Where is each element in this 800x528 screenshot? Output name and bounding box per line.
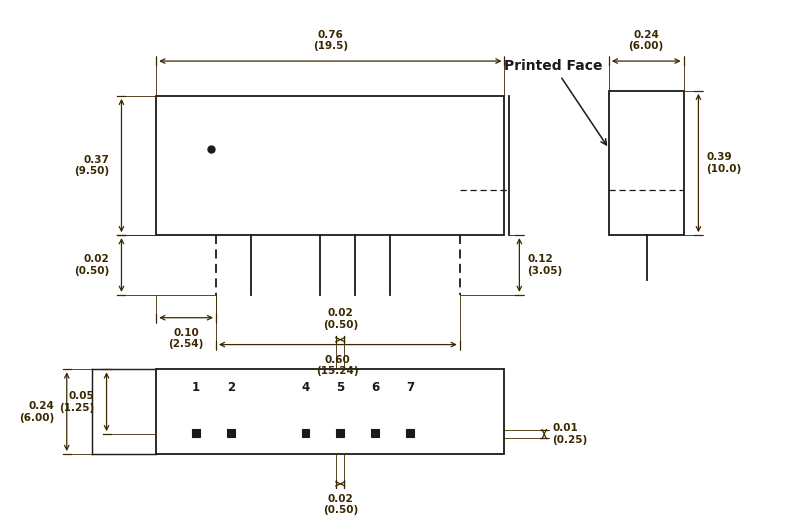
- Text: 0.60
(15.24): 0.60 (15.24): [317, 354, 359, 376]
- Text: 4: 4: [302, 381, 310, 394]
- Text: 7: 7: [406, 381, 414, 394]
- Bar: [371, 429, 379, 437]
- Text: 0.76
(19.5): 0.76 (19.5): [313, 30, 348, 51]
- Bar: [156, 96, 505, 235]
- Text: 1: 1: [192, 381, 200, 394]
- Text: 0.24
(6.00): 0.24 (6.00): [19, 401, 55, 422]
- Bar: [156, 370, 505, 454]
- Text: 0.10
(2.54): 0.10 (2.54): [169, 328, 204, 349]
- Text: 0.02
(0.50): 0.02 (0.50): [322, 494, 358, 515]
- Text: 0.02
(0.50): 0.02 (0.50): [322, 308, 358, 329]
- Bar: [227, 429, 235, 437]
- Bar: [406, 429, 414, 437]
- Bar: [609, 91, 683, 235]
- Bar: [336, 429, 344, 437]
- Text: 0.24
(6.00): 0.24 (6.00): [629, 30, 664, 51]
- Text: 0.02
(0.50): 0.02 (0.50): [74, 254, 110, 276]
- Text: 0.01
(0.25): 0.01 (0.25): [552, 423, 587, 445]
- Text: 6: 6: [371, 381, 379, 394]
- Bar: [302, 429, 310, 437]
- Bar: [192, 429, 200, 437]
- Text: Printed Face: Printed Face: [505, 59, 606, 145]
- Text: 0.12
(3.05): 0.12 (3.05): [527, 254, 562, 276]
- Text: 0.39
(10.0): 0.39 (10.0): [706, 152, 742, 174]
- Text: 2: 2: [227, 381, 235, 394]
- Text: 0.37
(9.50): 0.37 (9.50): [74, 155, 110, 176]
- Text: 0.05
(1.25): 0.05 (1.25): [59, 391, 94, 412]
- Text: 5: 5: [336, 381, 345, 394]
